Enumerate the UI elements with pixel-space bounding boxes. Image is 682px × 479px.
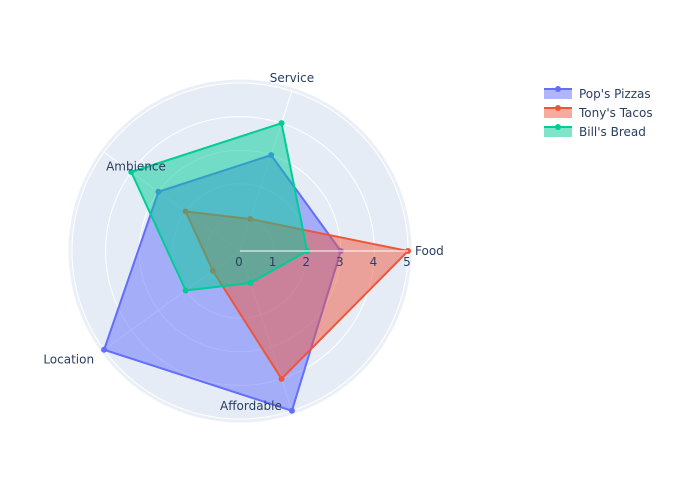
legend-marker (555, 86, 561, 92)
legend-item[interactable]: Pop's Pizzas (544, 86, 651, 101)
axis-label-food: Food (415, 244, 444, 258)
axis-label-service: Service (270, 71, 314, 85)
axis-label-location: Location (43, 353, 94, 367)
data-point[interactable] (101, 346, 108, 353)
legend-item[interactable]: Bill's Bread (544, 124, 646, 139)
radial-tick-label: 1 (269, 255, 277, 269)
radial-tick-label: 4 (370, 255, 378, 269)
data-point[interactable] (182, 287, 189, 294)
axis-label-ambience: Ambience (106, 159, 166, 173)
legend-swatch (544, 89, 572, 99)
axis-label-affordable: Affordable (220, 399, 282, 413)
legend-label: Tony's Tacos (578, 106, 653, 120)
data-point[interactable] (278, 375, 285, 382)
radial-tick-label: 5 (403, 255, 411, 269)
radial-tick-label: 0 (235, 255, 243, 269)
series-layer (101, 120, 411, 414)
data-point[interactable] (247, 279, 254, 286)
legend[interactable]: Pop's Pizzas Tony's Tacos Bill's Bread (544, 86, 653, 139)
data-point[interactable] (278, 120, 285, 127)
data-point[interactable] (128, 169, 135, 176)
legend-marker (555, 124, 561, 130)
data-point[interactable] (288, 407, 295, 414)
legend-label: Pop's Pizzas (579, 87, 651, 101)
legend-item[interactable]: Tony's Tacos (544, 105, 653, 120)
legend-label: Bill's Bread (579, 125, 646, 139)
series-area (130, 122, 309, 292)
legend-swatch (544, 108, 572, 118)
radial-tick-label: 3 (336, 255, 344, 269)
radial-tick-label: 2 (302, 255, 310, 269)
legend-swatch (544, 127, 572, 137)
legend-marker (555, 105, 561, 111)
radial-axis: 0 1 2 3 4 5 (235, 250, 411, 269)
angular-axis-labels: Food Service Ambience Location Affordable (43, 71, 443, 413)
